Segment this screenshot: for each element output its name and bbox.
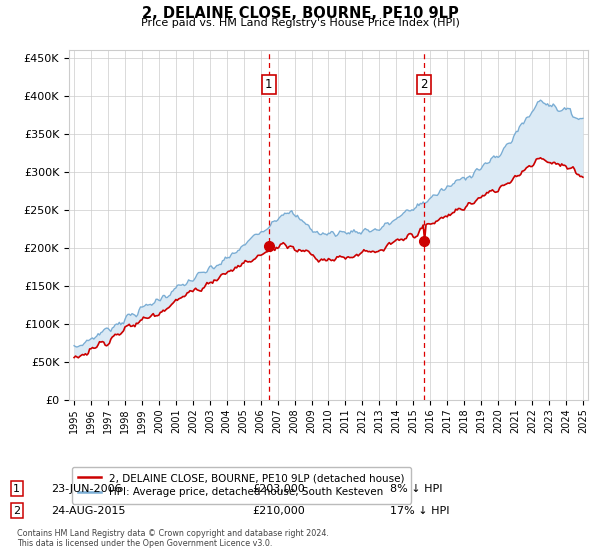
Text: 1: 1 [13, 484, 20, 494]
Text: This data is licensed under the Open Government Licence v3.0.: This data is licensed under the Open Gov… [17, 539, 272, 548]
Text: 2, DELAINE CLOSE, BOURNE, PE10 9LP: 2, DELAINE CLOSE, BOURNE, PE10 9LP [142, 6, 458, 21]
Text: 23-JUN-2006: 23-JUN-2006 [51, 484, 122, 494]
Text: £203,000: £203,000 [252, 484, 305, 494]
Text: £210,000: £210,000 [252, 506, 305, 516]
Text: Price paid vs. HM Land Registry's House Price Index (HPI): Price paid vs. HM Land Registry's House … [140, 18, 460, 28]
Text: 17% ↓ HPI: 17% ↓ HPI [390, 506, 449, 516]
Text: 2: 2 [13, 506, 20, 516]
Text: 1: 1 [265, 78, 272, 91]
Text: 2: 2 [421, 78, 428, 91]
Text: 8% ↓ HPI: 8% ↓ HPI [390, 484, 443, 494]
Text: 24-AUG-2015: 24-AUG-2015 [51, 506, 125, 516]
Text: Contains HM Land Registry data © Crown copyright and database right 2024.: Contains HM Land Registry data © Crown c… [17, 529, 329, 538]
Legend: 2, DELAINE CLOSE, BOURNE, PE10 9LP (detached house), HPI: Average price, detache: 2, DELAINE CLOSE, BOURNE, PE10 9LP (deta… [71, 467, 411, 503]
